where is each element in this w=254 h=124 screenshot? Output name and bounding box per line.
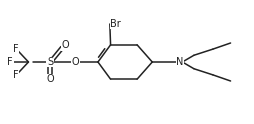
Text: F: F bbox=[7, 57, 13, 67]
Text: Br: Br bbox=[110, 19, 121, 29]
Text: O: O bbox=[61, 40, 69, 50]
Text: O: O bbox=[71, 57, 79, 67]
Text: N: N bbox=[176, 57, 184, 67]
Text: F: F bbox=[13, 70, 19, 80]
Text: F: F bbox=[13, 44, 19, 54]
Text: S: S bbox=[47, 57, 53, 67]
Text: O: O bbox=[46, 74, 54, 84]
